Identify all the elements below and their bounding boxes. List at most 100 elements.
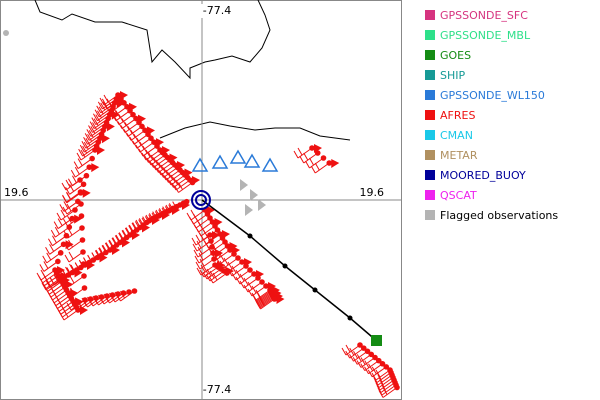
- wind-barb: [257, 293, 273, 305]
- wind-barb: [259, 297, 275, 309]
- wind-barb: [209, 270, 215, 279]
- wind-barb: [360, 363, 366, 371]
- obs-dot: [209, 244, 215, 250]
- wind-barb: [106, 98, 122, 110]
- wind-barb: [303, 152, 309, 161]
- track-point: [247, 233, 253, 239]
- wind-barb: [368, 363, 383, 375]
- wind-barb: [349, 347, 355, 356]
- wind-flag: [91, 163, 100, 173]
- wind-barb: [112, 106, 128, 118]
- wind-barb: [379, 379, 395, 391]
- legend-label: QSCAT: [440, 189, 477, 202]
- wind-barb: [172, 201, 187, 213]
- wind-barb: [197, 246, 203, 255]
- wind-barb: [40, 269, 46, 278]
- wind-barb: [314, 162, 320, 171]
- obs-dot: [127, 107, 133, 114]
- wind-barb: [164, 175, 169, 183]
- wind-barb: [102, 244, 108, 253]
- wind-barb: [57, 298, 72, 309]
- wind-barb: [65, 278, 71, 287]
- obs-dot: [383, 364, 390, 370]
- wind-barb: [83, 141, 99, 153]
- wind-barb: [42, 272, 57, 284]
- wind-barb: [52, 235, 67, 247]
- wind-barb: [118, 114, 134, 126]
- wind-barb: [67, 215, 72, 224]
- lon-label-bottom: -77.4: [203, 383, 231, 396]
- wind-barb: [196, 240, 202, 249]
- wind-barb: [108, 109, 114, 118]
- wind-barb: [154, 165, 159, 173]
- wind-barb: [124, 122, 140, 133]
- wind-barb: [69, 275, 75, 284]
- wind-barb: [375, 369, 391, 381]
- wind-barb: [251, 285, 257, 294]
- wind-barb: [247, 288, 253, 297]
- wind-barb: [199, 269, 205, 278]
- wind-barb: [175, 179, 181, 188]
- wind-barb: [138, 148, 144, 157]
- wind-barb: [251, 285, 267, 297]
- wind-barb: [88, 129, 104, 141]
- flagged-marker: [240, 179, 248, 191]
- wind-barb: [104, 242, 110, 251]
- obs-dot: [83, 172, 90, 179]
- wind-barb: [69, 263, 84, 275]
- coastline: [159, 121, 351, 141]
- wind-barb: [48, 283, 64, 295]
- wind-barb: [91, 252, 97, 261]
- wind-barb: [133, 134, 139, 142]
- wind-barb: [173, 177, 188, 188]
- wind-barb: [349, 354, 354, 362]
- wind-barb: [371, 366, 377, 375]
- obs-dot: [154, 143, 160, 149]
- wind-barb: [108, 239, 114, 248]
- wind-barb: [170, 174, 176, 183]
- wind-barb: [200, 264, 206, 273]
- wind-barb: [368, 363, 373, 371]
- wind-barb: [63, 309, 79, 321]
- wind-barb: [82, 145, 88, 154]
- legend-swatch: [425, 210, 435, 220]
- wind-barb: [205, 273, 211, 282]
- wind-barb: [130, 130, 136, 138]
- wind-flag: [331, 159, 340, 168]
- wind-barb: [125, 227, 131, 235]
- wind-barb: [376, 372, 392, 383]
- wind-barb: [309, 157, 314, 166]
- wind-barb: [120, 290, 125, 299]
- wind-barb: [227, 261, 233, 270]
- wind-barb: [356, 353, 372, 365]
- wind-barb: [138, 219, 144, 227]
- legend-label: MOORED_BUOY: [440, 169, 526, 182]
- wind-barb: [223, 257, 229, 266]
- obs-dot: [81, 273, 87, 279]
- wind-barb: [67, 227, 73, 236]
- wind-barb: [247, 281, 253, 290]
- wind-barb: [120, 125, 126, 133]
- wind-barb: [88, 125, 93, 133]
- wind-barb: [94, 109, 100, 118]
- wind-barb: [74, 166, 80, 175]
- wind-barb: [360, 357, 376, 368]
- wind-barb: [353, 351, 358, 359]
- coastline: [34, 0, 271, 80]
- wind-barb: [98, 247, 104, 255]
- wind-barb: [200, 225, 216, 237]
- wind-barb: [86, 129, 92, 137]
- wind-barb: [341, 347, 347, 356]
- wind-flag: [106, 122, 115, 132]
- wind-barb: [66, 191, 81, 203]
- wind-barb: [257, 292, 272, 304]
- wind-barb: [155, 159, 161, 168]
- observations: [36, 91, 400, 398]
- obs-dot: [207, 232, 213, 238]
- wind-barb: [96, 105, 102, 114]
- sonde-marker: [229, 149, 247, 164]
- wind-barb: [148, 152, 153, 160]
- wind-barb: [63, 201, 69, 209]
- wind-barb: [158, 208, 164, 216]
- wind-barb: [55, 295, 71, 307]
